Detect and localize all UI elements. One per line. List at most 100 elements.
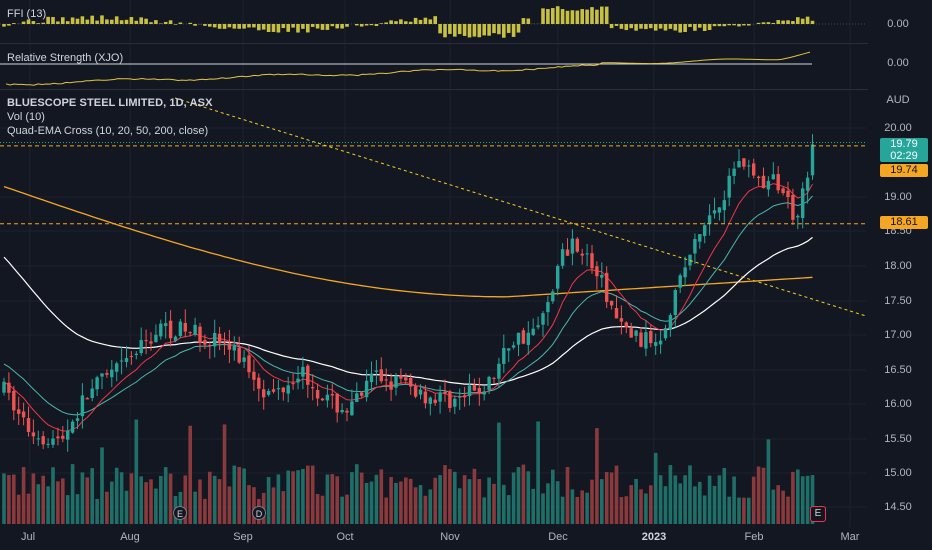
ffi-bar	[310, 24, 315, 27]
volume-bar	[389, 477, 393, 524]
earnings-icon[interactable]: E	[173, 506, 187, 520]
currency-label: AUD	[886, 94, 910, 106]
volume-indicator-label[interactable]: Vol (10)	[7, 111, 45, 123]
candle-body	[492, 377, 496, 379]
ffi-bar	[570, 10, 575, 24]
dividend-icon[interactable]: D	[252, 506, 266, 520]
candle-body	[791, 194, 795, 220]
ffi-label[interactable]: FFI (13)	[7, 8, 47, 20]
ffi-bar	[119, 20, 124, 24]
time-tick: Dec	[548, 531, 568, 543]
candle-body	[178, 321, 183, 337]
candle-body	[271, 389, 276, 392]
volume-bar	[722, 467, 727, 524]
volume-bar	[472, 468, 477, 524]
ffi-bar	[95, 20, 99, 24]
ffi-bar	[399, 19, 403, 24]
price-tick: 15.00	[884, 467, 912, 479]
ffi-bar	[26, 19, 31, 24]
ffi-bar	[761, 22, 766, 24]
volume-bar	[668, 465, 673, 524]
level-high-badge: 19.74	[880, 164, 928, 177]
volume-bar	[482, 497, 486, 524]
ffi-bar	[144, 18, 148, 24]
volume-bar	[41, 475, 45, 524]
candle-body	[46, 443, 50, 445]
volume-bar	[477, 479, 482, 524]
volume-bar	[565, 467, 570, 524]
candle-body	[511, 345, 516, 348]
volume-bar	[796, 469, 800, 524]
volume-bar	[732, 476, 736, 524]
ema-indicator-label[interactable]: Quad-EMA Cross (10, 20, 50, 200, close)	[7, 125, 209, 137]
candle-body	[70, 421, 75, 433]
volume-bar	[26, 493, 31, 524]
pane-separator[interactable]	[0, 89, 868, 90]
volume-bar	[46, 486, 50, 524]
candle-body	[658, 340, 663, 345]
volume-bar	[506, 495, 511, 524]
volume-bar	[766, 439, 771, 524]
volume-bar	[688, 465, 692, 524]
rs-label[interactable]: Relative Strength (XJO)	[7, 52, 124, 64]
ffi-bar	[242, 24, 246, 29]
volume-bar	[653, 452, 658, 524]
time-tick: 2023	[641, 531, 667, 543]
ffi-bar	[114, 16, 119, 24]
candle-body	[12, 391, 16, 411]
volume-bar	[2, 473, 6, 524]
symbol-title[interactable]: BLUESCOPE STEEL LIMITED, 1D, ASX	[7, 97, 213, 109]
candle-body	[124, 358, 129, 362]
candle-body	[732, 168, 736, 176]
candle-body	[712, 210, 717, 214]
volume-bar	[124, 490, 129, 524]
ffi-bar	[560, 9, 565, 24]
ffi-bar	[325, 24, 330, 30]
ffi-bar	[168, 20, 173, 24]
pane-separator[interactable]	[0, 43, 868, 44]
ffi-bar	[555, 6, 560, 25]
candle-body	[644, 332, 648, 349]
candle-body	[673, 290, 677, 315]
candle-body	[149, 341, 153, 344]
volume-bar	[56, 481, 60, 524]
time-tick: Feb	[744, 531, 764, 543]
ffi-bar	[732, 24, 736, 26]
candle-body	[600, 275, 604, 278]
ffi-bar	[585, 9, 589, 24]
candle-body	[144, 340, 148, 342]
ffi-bar	[296, 24, 300, 33]
volume-bar	[448, 469, 452, 524]
volume-bar	[516, 467, 521, 524]
volume-bar	[222, 424, 227, 524]
ffi-bar	[154, 20, 158, 24]
volume-bar	[487, 477, 491, 524]
volume-bar	[364, 482, 369, 524]
volume-bar	[80, 472, 85, 524]
ffi-bar	[222, 24, 227, 29]
candle-body	[556, 266, 560, 289]
ffi-bar	[702, 24, 707, 31]
ffi-bar	[742, 24, 746, 26]
ffi-bar	[31, 21, 36, 24]
volume-bar	[560, 496, 565, 524]
volume-bar	[663, 486, 668, 524]
candle-body	[703, 225, 707, 236]
volume-bar	[678, 483, 682, 524]
candle-body	[384, 379, 388, 381]
ffi-bar	[624, 24, 629, 31]
ffi-bar	[85, 19, 90, 24]
ffi-bar	[266, 24, 271, 33]
candle-body	[428, 397, 432, 404]
candle-body	[614, 307, 619, 319]
volume-bar	[521, 464, 526, 524]
volume-bar	[163, 467, 168, 524]
ffi-bar	[791, 21, 795, 24]
candle-body	[605, 272, 609, 302]
earnings-icon[interactable]: E	[810, 506, 826, 522]
relative-strength-pane	[0, 51, 812, 86]
ffi-bar	[634, 24, 638, 31]
volume-bar	[462, 475, 467, 524]
candle-body	[448, 391, 452, 408]
